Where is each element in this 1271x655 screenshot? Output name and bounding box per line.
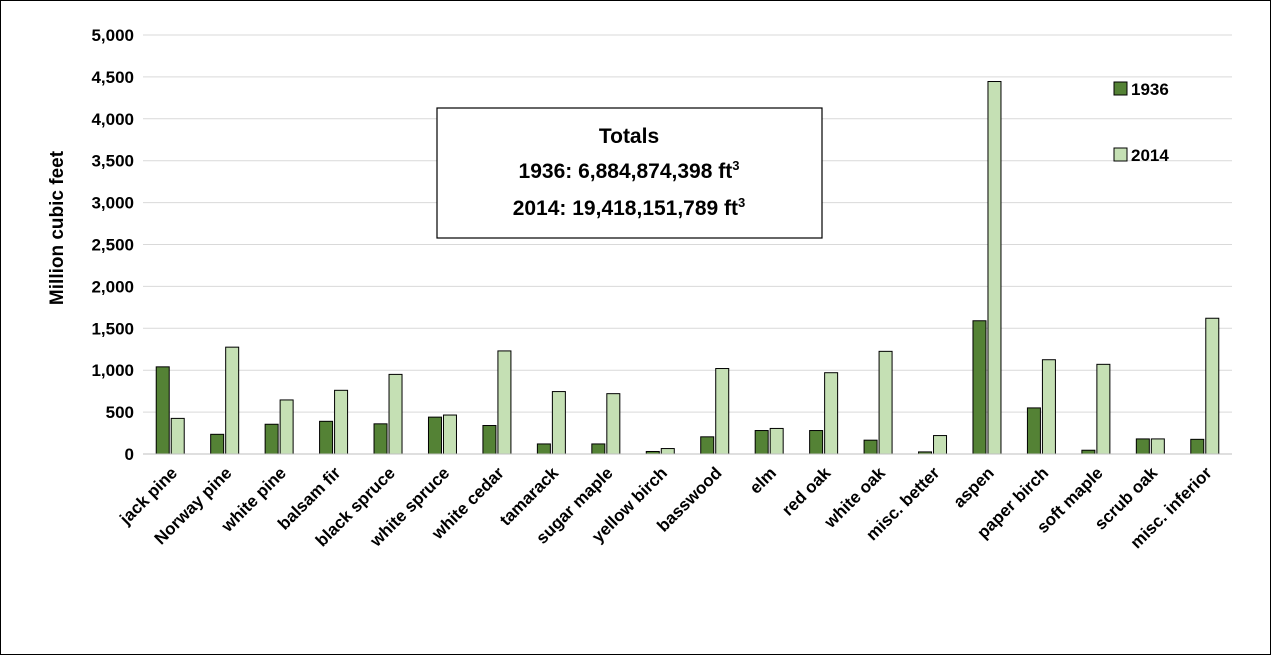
bar-1936-soft-maple: [1081, 449, 1096, 455]
bar-1936-red-oak: [809, 430, 824, 455]
bar-1936-paper-birch: [1026, 407, 1041, 455]
y-tick-label: 3,500: [91, 152, 134, 171]
y-tick-label: 0: [125, 445, 134, 464]
totals-2014-superscript: 3: [738, 195, 745, 210]
bar-1936-balsam-fir: [319, 420, 334, 455]
bar-2014-balsam-fir: [334, 389, 349, 455]
bar-1936-white-pine: [264, 423, 279, 455]
y-tick-label: 4,000: [91, 110, 134, 129]
bar-1936-misc-inferior: [1190, 438, 1205, 455]
legend-swatch-2014: [1113, 147, 1128, 162]
totals-1936: 1936: 6,884,874,398 ft3: [519, 158, 740, 183]
bar-2014-black-spruce: [388, 373, 403, 455]
bar-2014-red-oak: [824, 372, 839, 455]
y-tick-label: 1,500: [91, 319, 134, 338]
bar-2014-yellow-birch: [660, 448, 675, 455]
bar-1936-tamarack: [536, 443, 551, 455]
y-axis-label: Million cubic feet: [47, 150, 68, 305]
totals-1936-text: 1936: 6,884,874,398 ft: [519, 160, 733, 183]
bar-1936-aspen: [972, 320, 987, 455]
bar-2014-aspen: [987, 81, 1002, 455]
y-tick-label: 500: [106, 403, 134, 422]
y-tick-label: 3,000: [91, 194, 134, 213]
y-tick-label: 1,000: [91, 361, 134, 380]
bar-1936-black-spruce: [373, 423, 388, 455]
bar-2014-sugar-maple: [606, 393, 621, 455]
bar-2014-white-spruce: [442, 414, 457, 455]
totals-box-border: [436, 107, 823, 239]
bar-2014-misc-better: [933, 435, 948, 455]
bar-2014-paper-birch: [1041, 359, 1056, 455]
bar-1936-jack-pine: [155, 366, 170, 455]
totals-box: Totals 1936: 6,884,874,398 ft3 2014: 19,…: [436, 107, 823, 239]
bar-1936-scrub-oak: [1135, 438, 1150, 455]
bar-2014-soft-maple: [1096, 363, 1111, 455]
bar-2014-white-oak: [878, 350, 893, 455]
bar-2014-scrub-oak: [1150, 438, 1165, 455]
bar-1936-white-cedar: [482, 425, 497, 455]
x-tick-label: red oak: [778, 463, 835, 520]
y-tick-label: 2,500: [91, 236, 134, 255]
bar-2014-elm: [769, 427, 784, 455]
bar-2014-white-pine: [279, 399, 294, 455]
legend-swatch-1936: [1113, 81, 1128, 96]
bar-1936-elm: [754, 430, 769, 455]
bar-2014-jack-pine: [170, 417, 185, 455]
y-tick-label: 4,500: [91, 68, 134, 87]
bar-1936-norway-pine: [210, 433, 225, 455]
bar-2014-white-cedar: [497, 350, 512, 455]
totals-1936-superscript: 3: [732, 158, 739, 173]
bar-1936-sugar-maple: [591, 443, 606, 455]
x-tick-label: elm: [746, 463, 780, 497]
bar-1936-basswood: [700, 436, 715, 455]
bar-2014-tamarack: [551, 391, 566, 455]
y-tick-label: 5,000: [91, 26, 134, 45]
legend-label-1936: 1936: [1131, 80, 1169, 99]
y-tick-label: 2,000: [91, 277, 134, 296]
x-tick-label: aspen: [950, 463, 998, 511]
bar-2014-basswood: [715, 368, 730, 455]
totals-2014: 2014: 19,418,151,789 ft3: [513, 195, 746, 220]
legend-label-2014: 2014: [1131, 146, 1169, 165]
totals-2014-text: 2014: 19,418,151,789 ft: [513, 197, 738, 220]
bar-1936-white-spruce: [427, 416, 442, 455]
totals-title: Totals: [599, 125, 659, 148]
bar-2014-misc-inferior: [1205, 317, 1220, 455]
bar-2014-norway-pine: [225, 346, 240, 455]
y-axis-ticks: 0 500 1,000 1,500 2,000 2,500 3,000 3,500 4,000 4…: [91, 26, 134, 464]
legend: 1936 2014: [1113, 80, 1169, 165]
bar-1936-white-oak: [863, 439, 878, 455]
